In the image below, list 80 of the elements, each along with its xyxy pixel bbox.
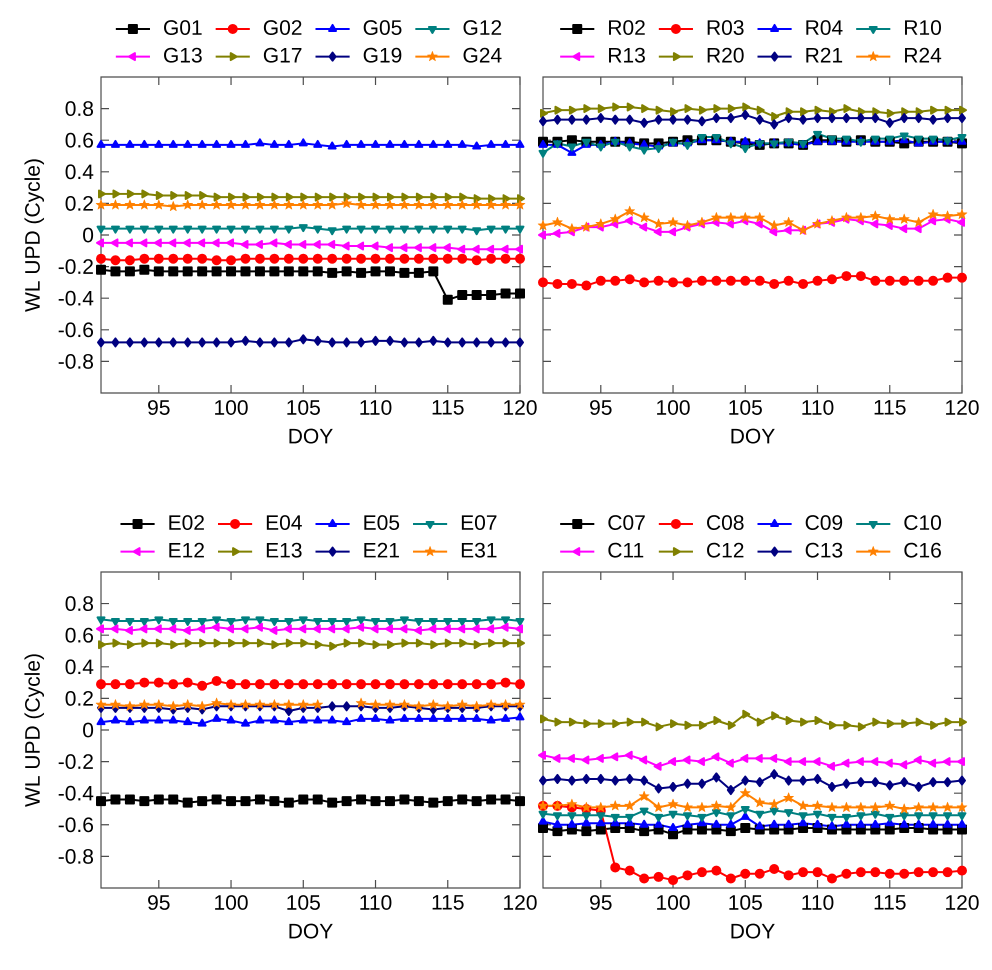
x-axis-title: DOY (289, 924, 333, 939)
legend-label: E07 (462, 515, 496, 530)
x-tick-label: 95 (148, 400, 170, 415)
y-tick-label: 0.2 (66, 196, 93, 211)
y-tick-label: 0.8 (66, 101, 94, 116)
legend-label: G01 (164, 20, 202, 35)
legend-label: E12 (169, 542, 204, 558)
x-tick-label: 100 (215, 400, 248, 415)
x-tick-label: 105 (287, 400, 320, 415)
y-tick-label: 0.4 (66, 659, 94, 674)
y-tick-label: -0.8 (58, 354, 94, 369)
x-tick-label: 105 (729, 895, 762, 910)
legend-label: C10 (904, 515, 941, 530)
y-tick-label: -0.4 (58, 786, 94, 801)
y-axis-title: WL UPD (Cycle) (24, 159, 44, 312)
y-tick-label: 0.6 (66, 628, 94, 643)
legend-label: G13 (164, 48, 202, 63)
legend-label: R10 (905, 20, 941, 35)
x-tick-label: 115 (874, 895, 906, 910)
y-tick-label: 0.4 (66, 164, 94, 180)
legend-label: R24 (905, 48, 942, 62)
x-axis-title: DOY (731, 428, 775, 444)
legend-label: C12 (707, 542, 744, 558)
x-tick-label: 95 (148, 895, 170, 910)
legend-label: G19 (364, 48, 402, 63)
y-tick-label: -0.6 (58, 322, 94, 338)
x-axis-title: DOY (731, 924, 775, 939)
x-tick-label: 115 (874, 400, 906, 415)
x-tick-label: 110 (360, 400, 392, 415)
legend-label: C13 (806, 542, 842, 558)
x-tick-label: 95 (590, 400, 612, 415)
legend-label: R03 (708, 20, 744, 35)
y-axis-title: WL UPD (Cycle) (24, 654, 44, 807)
y-tick-label: 0.2 (66, 690, 93, 706)
x-tick-label: 100 (657, 400, 690, 415)
legend-label: E04 (266, 515, 302, 530)
y-tick-label: 0.8 (66, 596, 94, 612)
legend-label: C08 (707, 515, 744, 530)
x-tick-label: 115 (432, 895, 464, 910)
legend-label: E05 (364, 515, 400, 530)
y-tick-label: -0.6 (58, 817, 94, 832)
y-tick-label: -0.2 (58, 754, 93, 770)
legend-label: C11 (608, 542, 644, 558)
legend-label: G17 (264, 48, 302, 63)
legend-label: R21 (806, 48, 842, 62)
legend-label: E02 (169, 515, 204, 530)
x-tick-label: 105 (287, 895, 320, 910)
x-tick-label: 105 (729, 400, 762, 415)
legend-label: E13 (266, 542, 302, 558)
x-tick-label: 110 (802, 400, 834, 415)
legend-label: G05 (364, 20, 402, 35)
x-tick-label: 120 (946, 895, 979, 910)
y-tick-label: -0.8 (58, 848, 94, 864)
x-tick-label: 100 (215, 895, 248, 910)
x-tick-label: 115 (432, 400, 464, 415)
x-tick-label: 100 (657, 895, 690, 910)
x-axis-title: DOY (289, 428, 333, 444)
y-tick-label: -0.4 (58, 290, 94, 306)
legend-label: R04 (806, 20, 843, 35)
legend-label: R20 (708, 48, 744, 63)
legend-label: E31 (462, 542, 496, 558)
x-tick-label: 120 (946, 400, 979, 415)
x-tick-label: 110 (360, 895, 392, 910)
legend-label: G24 (464, 48, 502, 63)
legend-label: C07 (608, 515, 645, 530)
legend-label: G12 (464, 20, 502, 35)
legend-label: E21 (364, 542, 399, 558)
legend-label: R13 (609, 48, 645, 63)
x-tick-label: 95 (590, 895, 612, 910)
legend-label: C16 (904, 542, 941, 558)
x-tick-label: 110 (802, 895, 834, 910)
legend-label: C09 (806, 515, 842, 530)
y-tick-label: 0 (83, 722, 94, 738)
legend-label: R02 (609, 20, 645, 35)
x-tick-label: 120 (504, 895, 537, 910)
y-tick-label: 0.6 (66, 132, 94, 148)
legend-label: G02 (264, 20, 302, 35)
y-tick-label: 0 (83, 228, 94, 242)
y-tick-label: -0.2 (58, 259, 93, 274)
x-tick-label: 120 (504, 400, 537, 415)
